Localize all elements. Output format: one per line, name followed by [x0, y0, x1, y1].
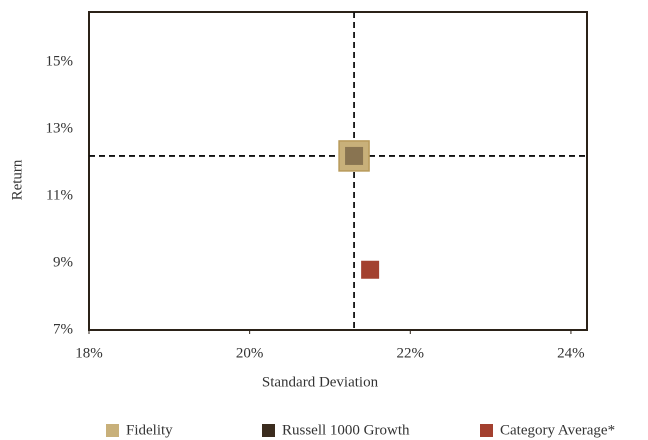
point [345, 146, 364, 165]
x-tick-label: 24% [557, 345, 585, 361]
y-tick-label: 9% [53, 254, 73, 270]
x-tick-label: 22% [397, 345, 425, 361]
legend-swatch [106, 424, 119, 437]
legend-label: Category Average* [500, 422, 615, 438]
legend-label: Russell 1000 Growth [282, 422, 410, 438]
y-tick-label: 15% [46, 54, 74, 70]
point [338, 140, 370, 172]
legend-label: Fidelity [126, 422, 173, 438]
y-axis-label: Return [9, 159, 25, 200]
x-axis-label: Standard Deviation [262, 374, 379, 390]
x-tick-label: 20% [236, 345, 264, 361]
y-tick-label: 11% [46, 188, 73, 204]
y-tick-label: 13% [46, 121, 74, 137]
point [361, 260, 380, 279]
y-tick-label: 7% [53, 321, 73, 337]
x-tick-label: 18% [75, 345, 103, 361]
plot-frame [88, 11, 588, 331]
legend-swatch [480, 424, 493, 437]
legend-swatch [262, 424, 275, 437]
